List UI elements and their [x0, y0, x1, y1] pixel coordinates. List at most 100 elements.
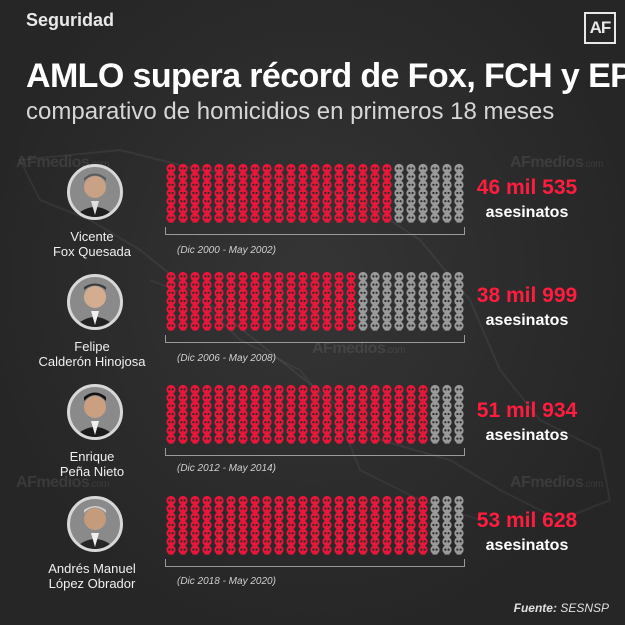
unit-label: asesinatos — [485, 312, 569, 329]
skull-icon — [394, 512, 404, 522]
skull-icon — [322, 172, 332, 182]
skull-icon — [178, 545, 188, 555]
skull-icon — [202, 384, 212, 395]
skull-icon — [202, 409, 212, 419]
skull-icon — [442, 296, 452, 306]
skull-icon — [430, 204, 440, 215]
skull-icon — [370, 495, 380, 506]
skull-icon — [418, 401, 428, 411]
skull-icon — [442, 312, 452, 323]
skull-icon — [286, 296, 296, 306]
skull-icon — [286, 204, 296, 215]
skull-icon — [262, 312, 272, 323]
skull-icon — [322, 296, 332, 306]
skull-icon — [250, 196, 260, 207]
skull-icon — [370, 163, 380, 174]
skull-icon — [250, 504, 260, 514]
skull-icon — [322, 188, 332, 198]
skull-icon — [262, 528, 272, 539]
skull-icon — [238, 304, 248, 315]
skull-icon — [442, 288, 452, 298]
skull-icon — [334, 180, 344, 190]
skull-icon — [166, 304, 176, 315]
skull-icon — [382, 180, 392, 190]
skull-icon — [406, 528, 416, 539]
skull-icon — [346, 180, 356, 190]
skull-icon — [406, 495, 416, 506]
skull-icon — [418, 288, 428, 298]
skull-icon — [262, 425, 272, 436]
skull-icon — [190, 536, 200, 547]
skull-icon — [286, 384, 296, 395]
skull-icon — [166, 296, 176, 306]
skull-icon — [238, 280, 248, 290]
skull-icon — [346, 321, 356, 331]
skull-icon — [298, 163, 308, 174]
skull-icon — [394, 409, 404, 419]
skull-icon — [274, 393, 284, 403]
chart-subtitle: comparativo de homicidios en primeros 18… — [26, 98, 555, 125]
skull-icon — [418, 271, 428, 282]
skull-icon — [442, 528, 452, 539]
unit-label: asesinatos — [485, 427, 569, 444]
skull-icon — [382, 520, 392, 530]
skull-icon — [238, 213, 248, 223]
skull-icon — [322, 495, 332, 506]
skull-icon — [178, 520, 188, 530]
skull-icon — [394, 180, 404, 190]
skull-icon — [202, 204, 212, 215]
skull-icon — [430, 425, 440, 436]
skull-icon — [394, 271, 404, 282]
skull-icon — [202, 304, 212, 315]
skull-icon — [334, 271, 344, 282]
name-line: Peña Nieto — [59, 464, 125, 479]
skull-icon — [274, 401, 284, 411]
skull-icon — [418, 213, 428, 223]
skull-icon — [166, 271, 176, 282]
skull-icon — [250, 393, 260, 403]
skull-icon — [250, 312, 260, 323]
skull-icon — [418, 196, 428, 207]
skull-icon — [454, 271, 464, 282]
skull-icon — [370, 512, 380, 522]
skull-icon — [202, 188, 212, 198]
skull-icon — [274, 271, 284, 282]
skull-icon — [214, 312, 224, 323]
skull-icon — [190, 280, 200, 290]
skull-icon — [298, 434, 308, 444]
skull-icon — [370, 545, 380, 555]
skull-icon — [298, 545, 308, 555]
skull-icon — [382, 504, 392, 514]
skull-icon — [430, 312, 440, 323]
skull-pictogram-row — [166, 271, 464, 331]
skull-icon — [418, 545, 428, 555]
skull-icon — [202, 296, 212, 306]
skull-icon — [166, 545, 176, 555]
period-label: (Dic 2000 - May 2002) — [177, 245, 276, 256]
skull-icon — [310, 545, 320, 555]
skull-icon — [166, 417, 176, 428]
skull-icon — [310, 504, 320, 514]
skull-icon — [262, 271, 272, 282]
skull-icon — [310, 296, 320, 306]
skull-icon — [346, 304, 356, 315]
skull-icon — [418, 384, 428, 395]
skull-icon — [262, 280, 272, 290]
skull-icon — [226, 425, 236, 436]
skull-icon — [190, 196, 200, 207]
skull-icon — [274, 425, 284, 436]
skull-icon — [274, 528, 284, 539]
skull-icon — [358, 288, 368, 298]
skull-icon — [238, 504, 248, 514]
skull-icon — [202, 213, 212, 223]
skull-icon — [406, 188, 416, 198]
skull-icon — [286, 401, 296, 411]
skull-icon — [382, 434, 392, 444]
skull-icon — [358, 213, 368, 223]
skull-icon — [214, 512, 224, 522]
skull-icon — [190, 393, 200, 403]
skull-icon — [178, 417, 188, 428]
skull-icon — [166, 434, 176, 444]
skull-icon — [226, 393, 236, 403]
skull-icon — [238, 312, 248, 323]
